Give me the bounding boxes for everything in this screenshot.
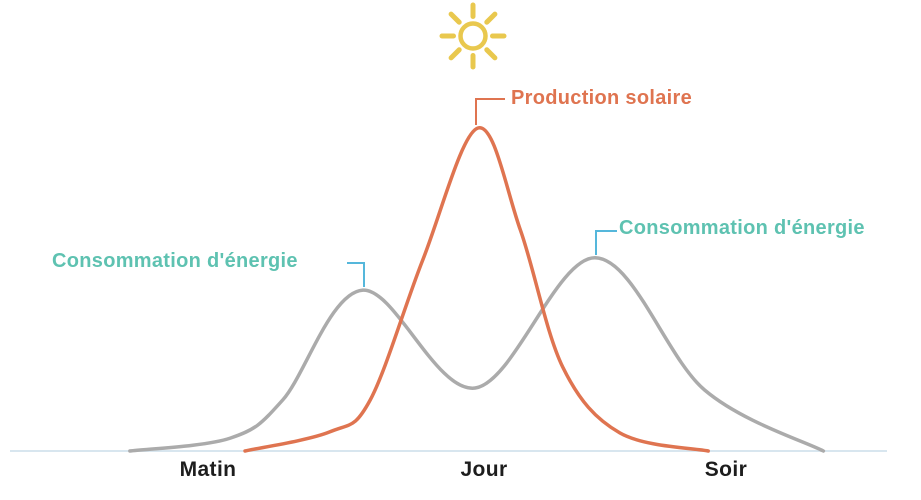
consumption-right-connector [595,230,617,255]
x-tick-soir: Soir [704,458,748,481]
solar-label-connector [475,98,505,125]
x-tick-jour: Jour [460,458,508,481]
curve-consommation-d-nergie [128,256,826,453]
data-curves [128,126,826,453]
sun-ray [448,47,462,61]
curve-production-solaire [243,126,710,453]
sun-ray [484,47,498,61]
consumption-left-connector [347,262,365,287]
sun-ray [484,11,498,25]
solar-production-label: Production solaire [511,87,692,109]
x-tick-matin: Matin [179,458,237,481]
energy-consumption-label-left: Consommation d'énergie [52,250,298,272]
sun-ray [448,11,462,25]
sun-core [458,21,488,51]
energy-consumption-label-right: Consommation d'énergie [619,217,865,239]
sun-icon [439,2,507,70]
